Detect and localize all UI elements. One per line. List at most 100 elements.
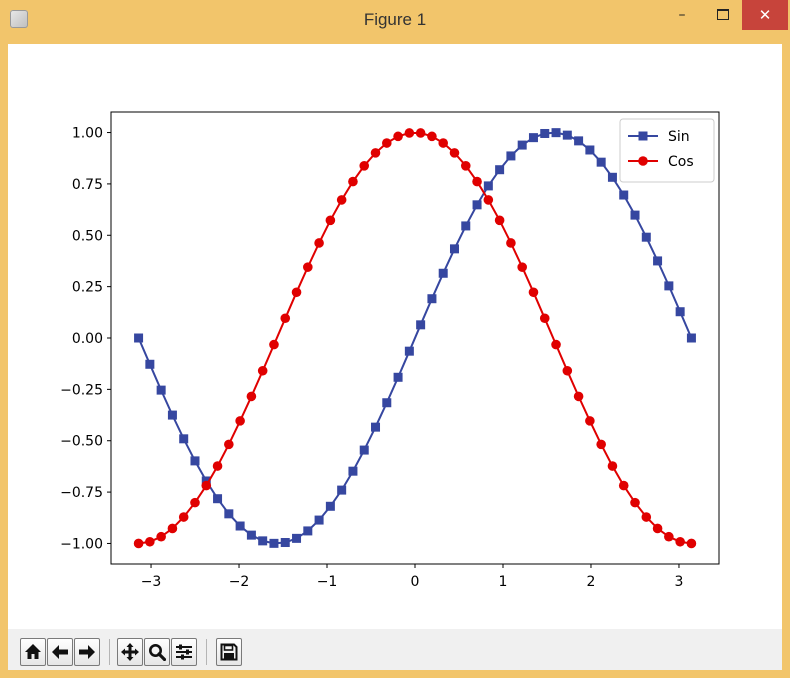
legend[interactable]: Sin Cos <box>619 118 715 183</box>
cos-point <box>178 512 189 522</box>
x-tick-label: −1 <box>317 574 338 590</box>
cos-point <box>235 416 245 426</box>
sin-point <box>190 456 200 466</box>
cos-point <box>630 497 640 508</box>
sin-point <box>461 221 471 231</box>
y-tick-label: −1.00 <box>60 536 103 552</box>
sin-point <box>596 157 606 167</box>
sin-point <box>213 494 223 504</box>
sin-point <box>653 256 663 266</box>
sin-point <box>337 485 347 495</box>
sin-point <box>156 385 166 395</box>
close-button[interactable]: ✕ <box>742 0 788 30</box>
sin-point <box>224 509 234 519</box>
cos-point <box>483 195 494 205</box>
maximize-button[interactable] <box>704 0 742 30</box>
cos-point <box>404 128 415 138</box>
cos-point <box>133 538 144 549</box>
cos-point <box>460 161 471 171</box>
back-button[interactable] <box>47 638 73 666</box>
cos-point <box>427 131 437 142</box>
cos-point <box>167 523 178 534</box>
sin-point <box>585 145 595 155</box>
sin-point <box>235 521 245 531</box>
sin-legend-label: Sin <box>668 129 690 145</box>
sin-point <box>517 140 527 150</box>
sin-point <box>562 130 572 140</box>
cos-point <box>314 238 324 248</box>
cos-point <box>212 461 223 471</box>
cos-point <box>641 512 652 522</box>
cos-point <box>145 536 155 547</box>
y-tick-label: −0.50 <box>60 434 103 450</box>
cos-point <box>224 439 234 450</box>
x-tick-label: 2 <box>587 574 596 590</box>
pan-icon <box>121 643 139 661</box>
sin-point <box>348 466 358 476</box>
cos-point <box>325 215 336 226</box>
cos-point <box>472 176 482 187</box>
cos-point <box>506 238 516 248</box>
sin-point <box>630 210 640 220</box>
sin-point <box>495 165 505 175</box>
cos-point <box>494 215 505 226</box>
cos-point <box>618 480 629 491</box>
configure-subplots-button[interactable] <box>171 638 197 666</box>
cos-point <box>359 161 370 171</box>
cos-legend-label: Cos <box>668 154 694 170</box>
cos-point <box>303 262 313 272</box>
cos-point <box>156 531 166 542</box>
cos-point <box>449 148 460 158</box>
sin-point <box>393 372 403 382</box>
y-tick-label: 0.00 <box>72 331 103 347</box>
sin-point <box>686 333 696 343</box>
cos-point <box>269 339 279 350</box>
sin-point <box>438 268 448 278</box>
back-arrow-icon <box>52 645 68 659</box>
axes: −3 −2 −1 0 1 2 3 −1.00 −0.75 −0.50 −0.25 0.00 0.25 0.… <box>60 111 720 590</box>
home-button[interactable] <box>20 638 46 666</box>
y-tick-label: 0.25 <box>72 280 103 296</box>
cos-point <box>246 391 257 402</box>
zoom-button[interactable] <box>144 638 170 666</box>
minimize-button[interactable]: – <box>678 7 686 23</box>
sin-point <box>167 410 177 420</box>
chart-canvas: −3 −2 −1 0 1 2 3 −1.00 −0.75 −0.50 −0.25 0.00 0.25 0.… <box>60 111 720 590</box>
sin-point <box>258 536 268 546</box>
sin-point <box>404 346 414 356</box>
configure-subplots-icon <box>176 644 192 660</box>
cos-point <box>652 523 663 534</box>
save-icon <box>220 643 238 661</box>
cos-point <box>607 461 618 471</box>
title-bar[interactable]: Figure 1 – ✕ <box>0 0 790 44</box>
x-tick-label: 3 <box>675 574 684 590</box>
cos-point <box>348 176 358 187</box>
cos-point <box>257 365 268 376</box>
sin-point <box>382 398 392 408</box>
cos-point <box>562 365 573 376</box>
cos-point <box>517 262 527 272</box>
sin-point <box>528 133 538 143</box>
sin-point <box>574 136 584 146</box>
cos-point <box>291 287 302 298</box>
cos-point <box>573 391 584 402</box>
cos-point <box>528 287 539 298</box>
forward-button[interactable] <box>74 638 100 666</box>
save-button[interactable] <box>216 638 242 666</box>
sin-legend-marker <box>638 131 648 141</box>
sin-point <box>303 526 313 536</box>
zoom-icon <box>149 644 166 661</box>
y-tick-label: 0.75 <box>72 177 103 193</box>
cos-point <box>336 195 347 205</box>
y-tick-label: −0.25 <box>60 382 103 398</box>
sin-point <box>269 538 279 548</box>
pan-button[interactable] <box>117 638 143 666</box>
x-tick-label: 1 <box>499 574 508 590</box>
y-tick-label: −0.75 <box>60 485 103 501</box>
sin-point <box>675 307 685 317</box>
maximize-icon <box>717 9 729 20</box>
sin-point <box>246 530 256 540</box>
sin-point <box>371 422 381 432</box>
y-tick-label: 0.50 <box>72 228 103 244</box>
sin-point <box>416 320 426 330</box>
